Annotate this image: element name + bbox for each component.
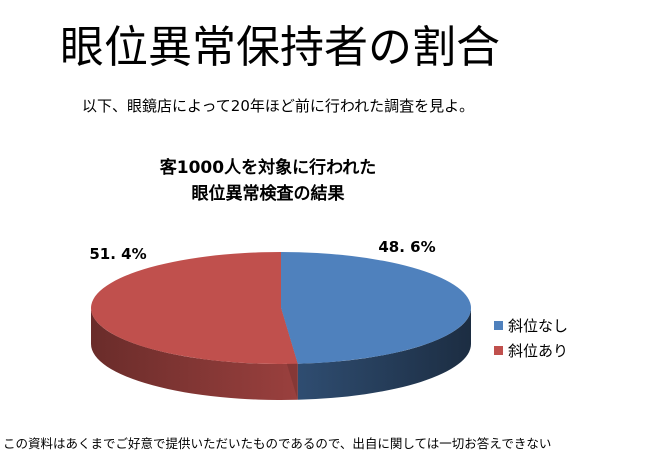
pie-slice-0 [281,252,472,364]
legend-label-no-phoria: 斜位なし [508,317,569,335]
pie-slice-1 [91,252,298,364]
pie-data-label-1: 51. 4% [89,245,146,263]
chart-title: 客1000人を対象に行われた 眼位異常検査の結果 [108,155,428,207]
chart-title-line-2: 眼位異常検査の結果 [191,184,345,204]
footnote: この資料はあくまでご好意で提供いただいたものであるので、出自に関しては一切お答え… [3,436,552,451]
chart-title-line-1: 客1000人を対象に行われた [159,158,377,178]
legend-item-no-phoria: 斜位なし [494,313,568,338]
slide-title: 眼位異常保持者の割合 [60,22,500,73]
legend-swatch-phoria [494,346,503,355]
slide-subtitle: 以下、眼鏡店によって20年ほど前に行われた調査を見よ。 [82,97,475,115]
legend-label-phoria: 斜位あり [508,342,569,360]
chart-legend: 斜位なし 斜位あり [494,313,568,363]
pie-side-0 [297,308,471,400]
pie-data-label-0: 48. 6% [378,238,435,256]
legend-item-phoria: 斜位あり [494,338,568,363]
legend-swatch-no-phoria [494,321,503,330]
pie-chart: 48. 6% 51. 4% [89,238,472,400]
pie-side-1 [91,308,298,400]
